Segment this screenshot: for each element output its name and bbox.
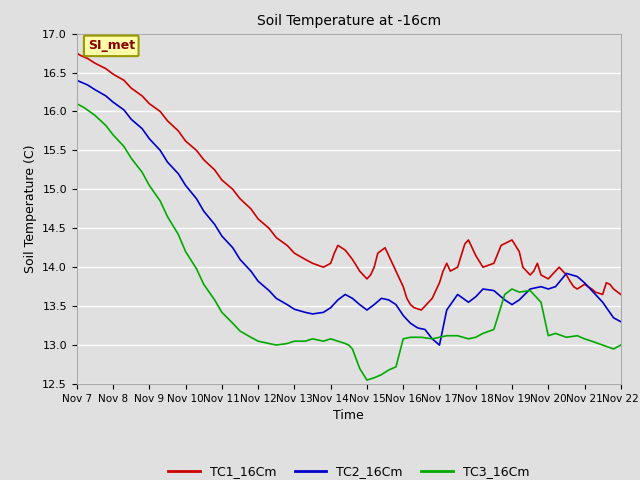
TC1_16Cm	[291, 250, 298, 256]
TC3_16Cm	[120, 144, 128, 149]
TC1_16Cm	[617, 291, 625, 297]
TC3_16Cm	[363, 377, 371, 383]
Y-axis label: Soil Temperature (C): Soil Temperature (C)	[24, 144, 36, 273]
TC1_16Cm	[392, 268, 400, 274]
TC3_16Cm	[327, 336, 335, 342]
TC1_16Cm	[301, 256, 309, 262]
TC2_16Cm	[200, 208, 207, 214]
TC3_16Cm	[580, 336, 588, 342]
TC3_16Cm	[254, 338, 262, 344]
TC3_16Cm	[218, 310, 226, 315]
TC2_16Cm	[545, 286, 552, 292]
TC3_16Cm	[617, 342, 625, 348]
TC2_16Cm	[308, 311, 316, 317]
Line: TC1_16Cm: TC1_16Cm	[77, 53, 621, 310]
Title: Soil Temperature at -16cm: Soil Temperature at -16cm	[257, 14, 441, 28]
TC2_16Cm	[356, 302, 364, 308]
TC1_16Cm	[599, 291, 607, 297]
Line: TC2_16Cm: TC2_16Cm	[77, 80, 621, 345]
Legend: TC1_16Cm, TC2_16Cm, TC3_16Cm: TC1_16Cm, TC2_16Cm, TC3_16Cm	[163, 460, 534, 480]
TC3_16Cm	[501, 291, 509, 297]
TC2_16Cm	[599, 300, 607, 305]
TC1_16Cm	[193, 147, 200, 153]
X-axis label: Time: Time	[333, 409, 364, 422]
Text: SI_met: SI_met	[88, 39, 135, 52]
TC2_16Cm	[617, 319, 625, 324]
TC2_16Cm	[236, 256, 244, 262]
TC1_16Cm	[73, 50, 81, 56]
TC3_16Cm	[73, 101, 81, 107]
TC1_16Cm	[327, 261, 335, 266]
TC2_16Cm	[436, 342, 444, 348]
TC2_16Cm	[73, 77, 81, 83]
Line: TC3_16Cm: TC3_16Cm	[77, 104, 621, 380]
TC1_16Cm	[417, 307, 425, 313]
